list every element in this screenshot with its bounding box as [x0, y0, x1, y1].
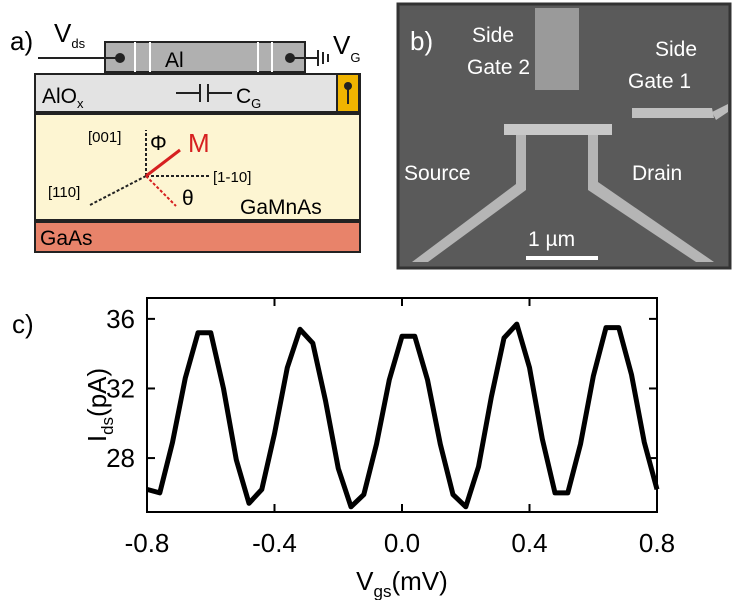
- x-tick-label: 0.8: [639, 528, 675, 558]
- panel-label: a): [10, 26, 33, 56]
- sem-label: Gate 2: [467, 56, 530, 79]
- oxide-label: AlOx: [42, 85, 84, 111]
- x-tick-label: -0.8: [125, 528, 170, 558]
- contact-dot: [115, 53, 125, 63]
- side-gate-2: [535, 8, 579, 90]
- panel-label: b): [410, 26, 433, 56]
- layer-label: GaAs: [40, 227, 93, 250]
- sem-label: Gate 1: [628, 70, 691, 93]
- plot-frame: [146, 297, 658, 513]
- layer-label: GaMnAs: [240, 196, 322, 219]
- drain-lead: [588, 135, 714, 262]
- m-label: M: [188, 128, 210, 158]
- electrode-label: Al: [165, 49, 184, 72]
- panel-c: c) Ids(pA) Vgs(mV) -0.8 -0.4 0.0 0.4 0.8 28 32…: [12, 297, 675, 600]
- m-arrow: [145, 148, 181, 178]
- phi-label: Φ: [150, 132, 167, 155]
- capacitor-label: CG: [236, 85, 261, 111]
- vg-label: VG: [333, 30, 360, 65]
- gaas-layer: [34, 221, 361, 253]
- y-axis-label: Ids(pA): [82, 368, 117, 442]
- scale-label: 1 µm: [528, 228, 575, 251]
- x-tick-label: 0.0: [384, 528, 420, 558]
- theta-label: θ: [182, 187, 194, 210]
- sem-label: Drain: [632, 162, 682, 185]
- dir-label: [001]: [88, 129, 121, 146]
- y-tick-label: 36: [106, 304, 135, 334]
- x-axis-label: Vgs(mV): [356, 566, 448, 600]
- sem-label: Side: [472, 24, 514, 47]
- sem-label: Source: [404, 162, 471, 185]
- side-gate-1: [712, 104, 728, 120]
- projection-arrow: [145, 175, 177, 207]
- side-gate-1: [632, 108, 714, 118]
- panel-b: b) Side Gate 2 Side Gate 1 Source Drain …: [396, 2, 732, 270]
- source-lead: [412, 135, 526, 262]
- y-tick-label: 28: [106, 443, 135, 473]
- gamnas-layer: [34, 113, 361, 221]
- vds-label: Vds: [54, 18, 86, 51]
- panel-label: c): [12, 309, 34, 339]
- panel-a: a) Vds Al VG AlOx CG [001] Φ M: [10, 18, 361, 253]
- data-line: [146, 321, 660, 510]
- x-tick-label: 0.4: [511, 528, 547, 558]
- dir-label: [110]: [48, 184, 80, 201]
- x-tick-label: -0.4: [252, 528, 297, 558]
- island: [504, 124, 612, 135]
- axis-arrow: [89, 175, 147, 206]
- y-tick-label: 32: [106, 373, 135, 403]
- dir-label: [1-10]: [213, 169, 251, 186]
- sem-label: Side: [655, 38, 697, 61]
